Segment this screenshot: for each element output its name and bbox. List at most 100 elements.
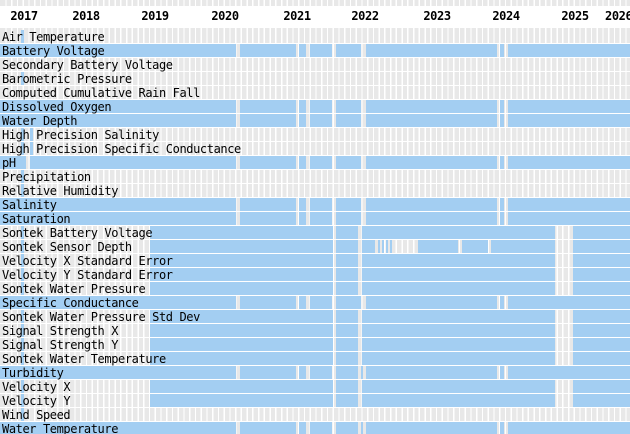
- availability-bar: [386, 240, 388, 253]
- availability-bar: [573, 282, 630, 295]
- row-label: Signal Strength Y: [2, 338, 119, 352]
- availability-bar: [507, 296, 630, 309]
- availability-bar: [239, 296, 296, 309]
- availability-bar: [361, 422, 363, 434]
- availability-bar: [417, 240, 458, 253]
- availability-bar: [309, 296, 332, 309]
- availability-bar: [298, 44, 306, 57]
- availability-bar: [507, 366, 630, 379]
- row-label: Secondary Battery Voltage: [2, 58, 173, 72]
- availability-bar: [461, 240, 488, 253]
- year-tick-label: 2024: [492, 9, 520, 23]
- availability-bar: [239, 44, 296, 57]
- availability-bar: [365, 44, 497, 57]
- availability-bar: [365, 156, 497, 169]
- availability-bar: [573, 380, 630, 393]
- year-tick-label: 2025: [561, 9, 589, 23]
- row-label: Sontek Water Temperature: [2, 352, 166, 366]
- availability-bar: [573, 254, 630, 267]
- row-label: Sontek Water Pressure Std Dev: [2, 310, 200, 324]
- year-tick-label: 2019: [141, 9, 169, 23]
- row-label: Dissolved Oxygen: [2, 100, 112, 114]
- availability-bar: [365, 422, 497, 434]
- availability-bar: [365, 212, 497, 225]
- availability-bar: [507, 212, 630, 225]
- availability-bar: [507, 114, 630, 127]
- availability-bar: [382, 240, 384, 253]
- availability-bar: [29, 156, 236, 169]
- availability-bar: [298, 198, 306, 211]
- availability-bar: [309, 44, 332, 57]
- row-label: Battery Voltage: [2, 44, 105, 58]
- availability-bar: [361, 380, 555, 393]
- availability-bar: [336, 114, 361, 127]
- row-label: Velocity X: [2, 380, 71, 394]
- availability-bar: [336, 394, 358, 407]
- availability-bar: [361, 282, 555, 295]
- availability-bar: [149, 338, 333, 351]
- availability-bar: [336, 366, 358, 379]
- availability-bar: [336, 240, 358, 253]
- availability-bar: [361, 394, 555, 407]
- availability-bar: [500, 156, 504, 169]
- availability-bar: [573, 226, 630, 239]
- availability-bar: [390, 240, 392, 253]
- availability-bar: [336, 226, 358, 239]
- row-label: Salinity: [2, 198, 57, 212]
- row-label: Sontek Battery Voltage: [2, 226, 153, 240]
- row-label: Sontek Water Pressure: [2, 282, 146, 296]
- availability-bar: [336, 254, 358, 267]
- availability-bar: [361, 324, 555, 337]
- row-label: Sontek Sensor Depth: [2, 240, 132, 254]
- availability-bar: [336, 310, 358, 323]
- row-label: High Precision Specific Conductance: [2, 142, 241, 156]
- availability-bar: [298, 212, 306, 225]
- row-label: Precipitation: [2, 170, 91, 184]
- availability-bar: [573, 310, 630, 323]
- year-tick-label: 2022: [351, 9, 379, 23]
- availability-bar: [239, 198, 296, 211]
- row-label: Velocity Y Standard Error: [2, 268, 173, 282]
- availability-bar: [149, 282, 333, 295]
- availability-bar: [239, 212, 296, 225]
- availability-bar: [490, 240, 555, 253]
- year-tick-label: 2017: [10, 9, 38, 23]
- availability-bar: [298, 296, 306, 309]
- row-label: Saturation: [2, 212, 71, 226]
- availability-bar: [336, 268, 358, 281]
- availability-bar: [500, 114, 504, 127]
- availability-bar: [365, 114, 497, 127]
- availability-bar: [336, 352, 358, 365]
- availability-bar: [500, 44, 504, 57]
- row-label: Barometric Pressure: [2, 72, 132, 86]
- availability-bar: [239, 100, 296, 113]
- availability-bar: [336, 338, 358, 351]
- availability-bar: [336, 422, 358, 434]
- availability-bar: [573, 352, 630, 365]
- row-label: Wind Speed: [2, 408, 71, 422]
- availability-bar: [336, 198, 361, 211]
- availability-bar: [149, 226, 333, 239]
- availability-bar: [573, 240, 630, 253]
- availability-bar: [377, 240, 380, 253]
- availability-bar: [361, 254, 555, 267]
- availability-bar: [336, 44, 361, 57]
- availability-bar: [365, 296, 497, 309]
- availability-bar: [500, 212, 504, 225]
- availability-bar: [500, 198, 504, 211]
- availability-bar: [361, 352, 555, 365]
- row-label: Velocity Y: [2, 394, 71, 408]
- availability-bar: [336, 100, 361, 113]
- year-axis-band: [0, 6, 630, 28]
- year-tick-label: 2023: [423, 9, 451, 23]
- availability-bar: [149, 324, 333, 337]
- availability-bar: [149, 254, 333, 267]
- row-label: Relative Humidity: [2, 184, 119, 198]
- availability-bar: [507, 156, 630, 169]
- availability-bar: [573, 268, 630, 281]
- availability-bar: [239, 366, 296, 379]
- availability-bar: [573, 324, 630, 337]
- availability-bar: [298, 366, 306, 379]
- availability-bar: [361, 310, 555, 323]
- row-label: Computed Cumulative Rain Fall: [2, 86, 200, 100]
